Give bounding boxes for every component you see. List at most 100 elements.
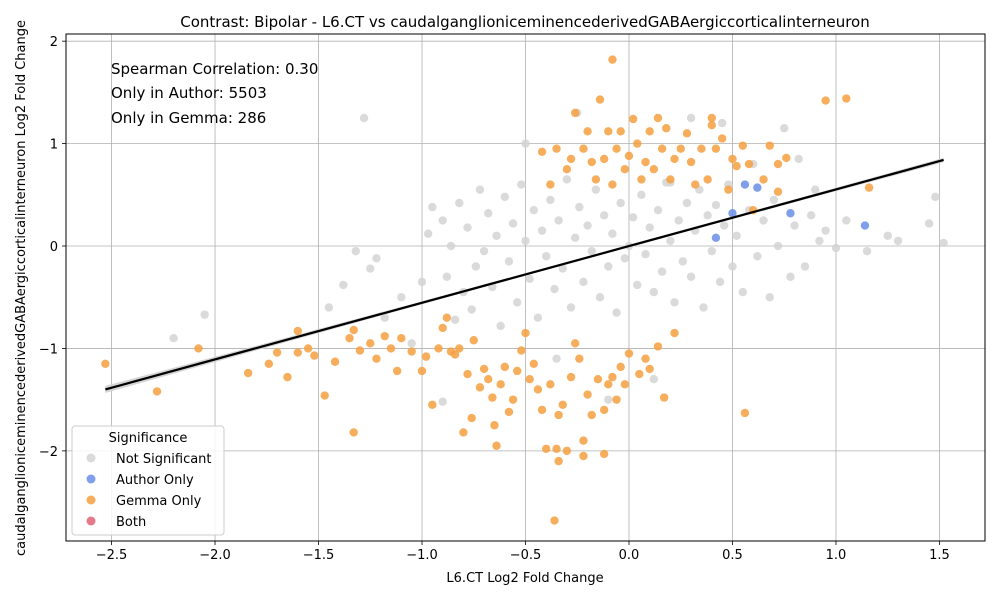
point-gemma-only (653, 113, 663, 123)
point-gemma-only (604, 380, 613, 389)
point-not-significant (790, 221, 799, 230)
point-not-significant (587, 246, 596, 256)
point-gemma-only (500, 362, 510, 372)
point-gemma-only (517, 346, 526, 355)
point-not-significant (616, 198, 625, 208)
point-gemma-only (575, 354, 584, 363)
point-gemma-only (782, 153, 791, 163)
point-gemma-only (633, 139, 642, 148)
point-gemma-only (653, 342, 663, 351)
y-tick-label: −2 (39, 445, 58, 460)
point-not-significant (715, 277, 725, 287)
point-not-significant (479, 246, 489, 256)
point-gemma-only (728, 154, 737, 164)
point-not-significant (372, 254, 381, 263)
point-gemma-only (496, 380, 505, 389)
legend-label-gemma-only: Gemma Only (116, 494, 202, 509)
point-gemma-only (717, 134, 727, 143)
point-gemma-only (608, 180, 617, 189)
point-not-significant (759, 216, 768, 225)
point-not-significant (591, 185, 601, 194)
legend-label-both: Both (116, 515, 146, 530)
point-gemma-only (293, 326, 303, 336)
point-gemma-only (513, 366, 522, 376)
point-not-significant (359, 113, 369, 123)
point-not-significant (324, 303, 334, 312)
point-gemma-only (554, 410, 563, 420)
point-gemma-only (691, 180, 700, 189)
point-gemma-only (152, 387, 162, 396)
point-gemma-only (724, 185, 733, 194)
point-gemma-only (624, 151, 634, 161)
point-not-significant (753, 252, 762, 261)
point-gemma-only (620, 165, 630, 174)
point-gemma-only (635, 369, 644, 379)
x-tick-label: 1.5 (929, 548, 950, 563)
point-not-significant (612, 308, 621, 317)
point-not-significant (657, 267, 667, 276)
point-gemma-only (550, 516, 559, 525)
point-not-significant (628, 213, 638, 222)
point-gemma-only (508, 395, 518, 404)
point-not-significant (562, 175, 572, 184)
point-gemma-only (562, 446, 572, 456)
point-gemma-only (624, 349, 634, 358)
point-gemma-only (842, 94, 851, 103)
point-gemma-only (558, 400, 567, 409)
point-gemma-only (554, 456, 563, 466)
point-gemma-only (662, 124, 671, 133)
point-gemma-only (459, 428, 468, 437)
point-gemma-only (707, 113, 716, 123)
point-gemma-only (467, 413, 476, 423)
point-gemma-only (525, 374, 534, 384)
point-gemma-only (759, 175, 768, 184)
point-not-significant (463, 223, 472, 232)
point-not-significant (670, 298, 679, 307)
point-gemma-only (599, 449, 609, 459)
point-gemma-only (320, 391, 329, 400)
point-gemma-only (469, 336, 478, 345)
point-gemma-only (570, 108, 580, 118)
point-gemma-only (703, 175, 712, 184)
point-gemma-only (272, 348, 282, 357)
point-gemma-only (463, 369, 472, 379)
point-gemma-only (637, 175, 646, 184)
point-not-significant (424, 229, 433, 238)
point-not-significant (521, 236, 530, 246)
point-gemma-only (484, 374, 493, 384)
point-gemma-only (821, 96, 830, 105)
point-gemma-only (455, 344, 464, 353)
point-not-significant (417, 277, 427, 287)
point-not-significant (682, 198, 692, 208)
y-tick-label: 0 (50, 240, 58, 255)
regression-line (105, 158, 944, 391)
point-not-significant (815, 236, 824, 246)
point-not-significant (811, 185, 820, 194)
point-not-significant (450, 315, 460, 324)
point-not-significant (604, 395, 613, 404)
point-not-significant (380, 313, 389, 322)
point-gemma-only (428, 400, 437, 409)
point-not-significant (529, 205, 538, 215)
point-not-significant (699, 303, 708, 312)
point-gemma-only (707, 120, 716, 130)
point-not-significant (566, 303, 576, 312)
chart-title: Contrast: Bipolar - L6.CT vs caudalgangl… (180, 13, 869, 31)
point-gemma-only (407, 347, 416, 356)
legend-marker-not-significant (86, 453, 96, 463)
point-not-significant (780, 124, 789, 133)
point-not-significant (649, 287, 659, 297)
point-not-significant (351, 246, 360, 256)
point-not-significant (579, 277, 588, 287)
point-not-significant (800, 262, 810, 271)
point-gemma-only (682, 129, 692, 138)
point-gemma-only (645, 364, 654, 374)
annotation-spearman: Spearman Correlation: 0.30 (111, 60, 318, 78)
point-not-significant (446, 241, 456, 251)
point-not-significant (570, 233, 580, 243)
point-not-significant (732, 231, 741, 240)
point-gemma-only (612, 395, 621, 404)
point-gemma-only (442, 313, 452, 322)
point-gemma-only (659, 393, 669, 402)
point-gemma-only (475, 383, 485, 392)
